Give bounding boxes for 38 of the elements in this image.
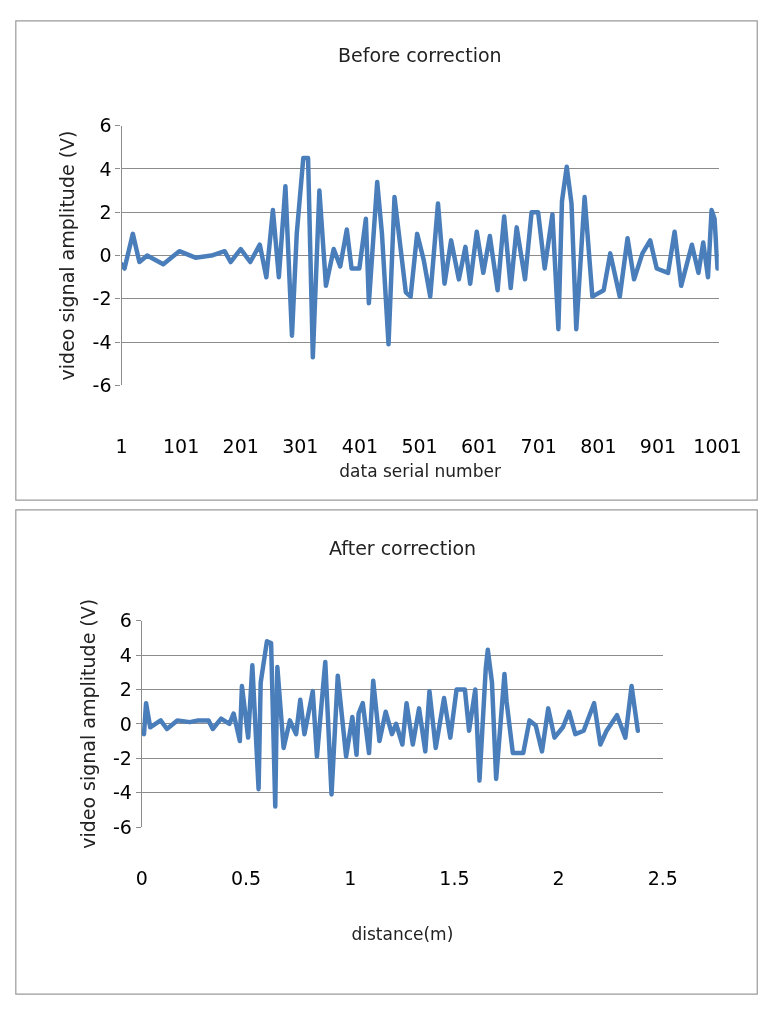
x-tick-label: 2 — [552, 867, 565, 890]
y-tick-label: -6 — [113, 815, 132, 838]
x-tick-label: 301 — [282, 435, 319, 458]
line-series — [141, 639, 641, 809]
x-tick-label: 701 — [520, 435, 557, 458]
y-tick-label: -6 — [92, 374, 112, 397]
y-tick-label: 4 — [119, 643, 132, 666]
x-tick-label: 1 — [115, 435, 128, 458]
y-tick-label: 2 — [99, 200, 112, 223]
y-tick-label: 6 — [99, 114, 112, 137]
y-tick-label: -2 — [92, 287, 112, 310]
x-tick-label: 501 — [401, 435, 438, 458]
x-tick-label: 0.5 — [230, 867, 262, 890]
y-tick-label: 6 — [119, 609, 132, 632]
chart-title: Before correction — [338, 44, 502, 66]
x-tick-label: 401 — [341, 435, 379, 458]
y-tick-label: 4 — [99, 157, 112, 180]
y-tick-label: -4 — [113, 781, 132, 804]
x-tick-label: 201 — [222, 435, 259, 458]
x-tick-label: 101 — [162, 435, 200, 458]
x-tick-label: 901 — [639, 435, 677, 458]
x-tick-label: 1 — [344, 867, 357, 890]
x-tick-label: 0 — [135, 867, 148, 890]
x-tick-label: 1.5 — [439, 867, 470, 890]
x-axis-title: distance(m) — [351, 924, 454, 945]
y-tick-label: -4 — [92, 330, 112, 353]
y-tick-label: -2 — [113, 746, 132, 769]
x-tick-label: 1001 — [693, 435, 742, 458]
x-tick-label: 2.5 — [647, 867, 678, 890]
y-tick-label: 0 — [99, 244, 112, 267]
x-tick-label: 601 — [460, 435, 498, 458]
y-tick-label: 2 — [119, 678, 132, 701]
x-tick-label: 801 — [580, 435, 617, 458]
x-axis-title: data serial number — [339, 460, 501, 481]
y-axis-title: video signal amplitude (V) — [56, 130, 79, 381]
chart-title: After correction — [329, 537, 477, 559]
y-tick-label: 0 — [119, 712, 132, 735]
y-axis-title: video signal amplitude (V) — [76, 598, 99, 849]
